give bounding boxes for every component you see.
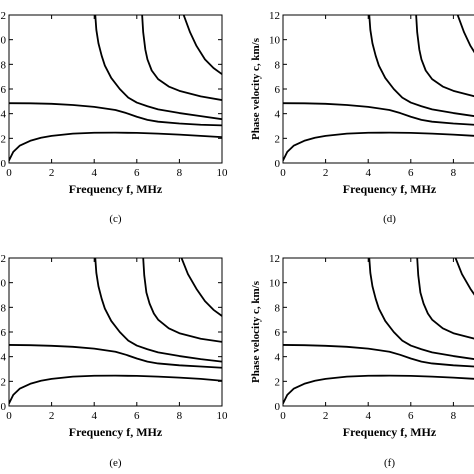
- y-tick-label: 10: [269, 35, 281, 47]
- panel-label: (f): [384, 457, 395, 469]
- chart-panel: 0 2 4 6 8 10 0 2 4 6 8 10 12 Frequency f, MHz (e): [0, 253, 228, 469]
- y-tick-label: 2: [1, 376, 7, 388]
- x-tick-label: 2: [323, 167, 329, 179]
- y-tick-label: 12: [0, 253, 6, 265]
- y-tick-label: 0: [275, 401, 281, 413]
- x-tick-label: 8: [177, 410, 183, 422]
- y-tick-label: 8: [275, 59, 281, 71]
- x-tick-label: 0: [6, 167, 12, 179]
- y-tick-label: 2: [1, 133, 7, 145]
- dispersion-curve: [9, 344, 222, 369]
- dispersion-curve: [94, 258, 222, 363]
- chart-panel: 0 2 4 6 8 10 0 2 4 6 8 10 12 Frequency f, MHz (c): [0, 10, 228, 225]
- y-axis-title: Phase velocity c, km/s: [250, 37, 262, 140]
- curves-group: [283, 15, 474, 162]
- y-tick-label: 6: [1, 327, 7, 339]
- y-tick-label: 10: [269, 278, 281, 290]
- x-tick-label: 6: [134, 167, 140, 179]
- y-tick-label: 8: [1, 302, 7, 314]
- y-tick-label: 4: [275, 352, 281, 364]
- curves-group: [283, 258, 474, 405]
- y-tick-label: 12: [0, 10, 6, 22]
- x-tick-label: 6: [408, 167, 414, 179]
- x-axis-title: Frequency f, MHz: [69, 182, 163, 196]
- panel-label: (e): [109, 457, 122, 469]
- x-tick-label: 2: [49, 167, 55, 179]
- x-tick-label: 0: [280, 167, 286, 179]
- x-axis-title: Frequency f, MHz: [343, 182, 437, 196]
- y-tick-label: 4: [1, 109, 7, 121]
- panel-label: (c): [109, 213, 122, 225]
- x-tick-label: 4: [91, 167, 97, 179]
- x-tick-label: 8: [177, 167, 183, 179]
- x-tick-label: 10: [217, 167, 229, 179]
- x-tick-label: 4: [365, 410, 371, 422]
- dispersion-curve: [283, 374, 474, 405]
- x-tick-label: 10: [217, 410, 229, 422]
- dispersion-curve: [454, 258, 474, 296]
- x-tick-label: 8: [451, 167, 457, 179]
- dispersion-curve: [283, 102, 474, 126]
- dispersion-curve: [368, 15, 474, 117]
- dispersion-curve: [415, 15, 474, 98]
- dispersion-curve: [456, 15, 474, 54]
- y-tick-label: 0: [1, 158, 7, 170]
- dispersion-curve: [283, 344, 474, 368]
- y-tick-label: 6: [275, 84, 281, 96]
- y-tick-label: 12: [269, 253, 280, 265]
- chart-panel: 0 2 4 6 8 0 2 4 6 8 10 12 Frequency f, MHz Phase velo…: [250, 10, 474, 225]
- y-tick-label: 12: [269, 10, 280, 22]
- x-tick-label: 0: [280, 410, 286, 422]
- x-tick-label: 2: [49, 410, 55, 422]
- dispersion-curve: [416, 258, 474, 340]
- y-tick-label: 4: [1, 352, 7, 364]
- dispersion-curve: [9, 374, 222, 405]
- y-tick-label: 0: [275, 158, 281, 170]
- y-tick-label: 4: [275, 109, 281, 121]
- y-tick-label: 0: [1, 401, 7, 413]
- y-tick-label: 6: [275, 327, 281, 339]
- dispersion-curve: [9, 102, 222, 127]
- y-tick-label: 8: [275, 302, 281, 314]
- x-axis-title: Frequency f, MHz: [69, 425, 163, 439]
- curves-group: [9, 15, 222, 162]
- y-tick-label: 10: [0, 278, 7, 290]
- dispersion-curve: [9, 131, 222, 162]
- x-tick-label: 0: [6, 410, 12, 422]
- axes-frame: [282, 14, 474, 164]
- dispersion-curve: [141, 15, 222, 101]
- y-tick-label: 6: [1, 84, 7, 96]
- x-tick-label: 4: [91, 410, 97, 422]
- y-tick-label: 2: [275, 376, 281, 388]
- x-tick-label: 2: [323, 410, 329, 422]
- dispersion-curve: [368, 258, 474, 360]
- chart-panel: 0 2 4 6 8 0 2 4 6 8 10 12 Frequency f, MHz Phase velo…: [250, 253, 474, 469]
- axes-frame: [8, 14, 223, 164]
- y-axis-title: Phase velocity c, km/s: [250, 280, 262, 383]
- x-tick-label: 4: [365, 167, 371, 179]
- y-tick-label: 10: [0, 35, 7, 47]
- axes-frame: [282, 257, 474, 407]
- curves-group: [9, 258, 222, 405]
- dispersion-curve: [180, 258, 222, 317]
- x-axis-title: Frequency f, MHz: [343, 425, 437, 439]
- y-tick-label: 2: [275, 133, 281, 145]
- x-tick-label: 6: [408, 410, 414, 422]
- dispersion-curve: [142, 258, 222, 343]
- y-tick-label: 8: [1, 59, 7, 71]
- dispersion-curve: [94, 15, 222, 121]
- x-tick-label: 6: [134, 410, 140, 422]
- dispersion-curve: [182, 15, 222, 76]
- x-tick-label: 8: [451, 410, 457, 422]
- axes-frame: [8, 257, 223, 407]
- dispersion-curve: [283, 131, 474, 162]
- panel-label: (d): [383, 213, 396, 225]
